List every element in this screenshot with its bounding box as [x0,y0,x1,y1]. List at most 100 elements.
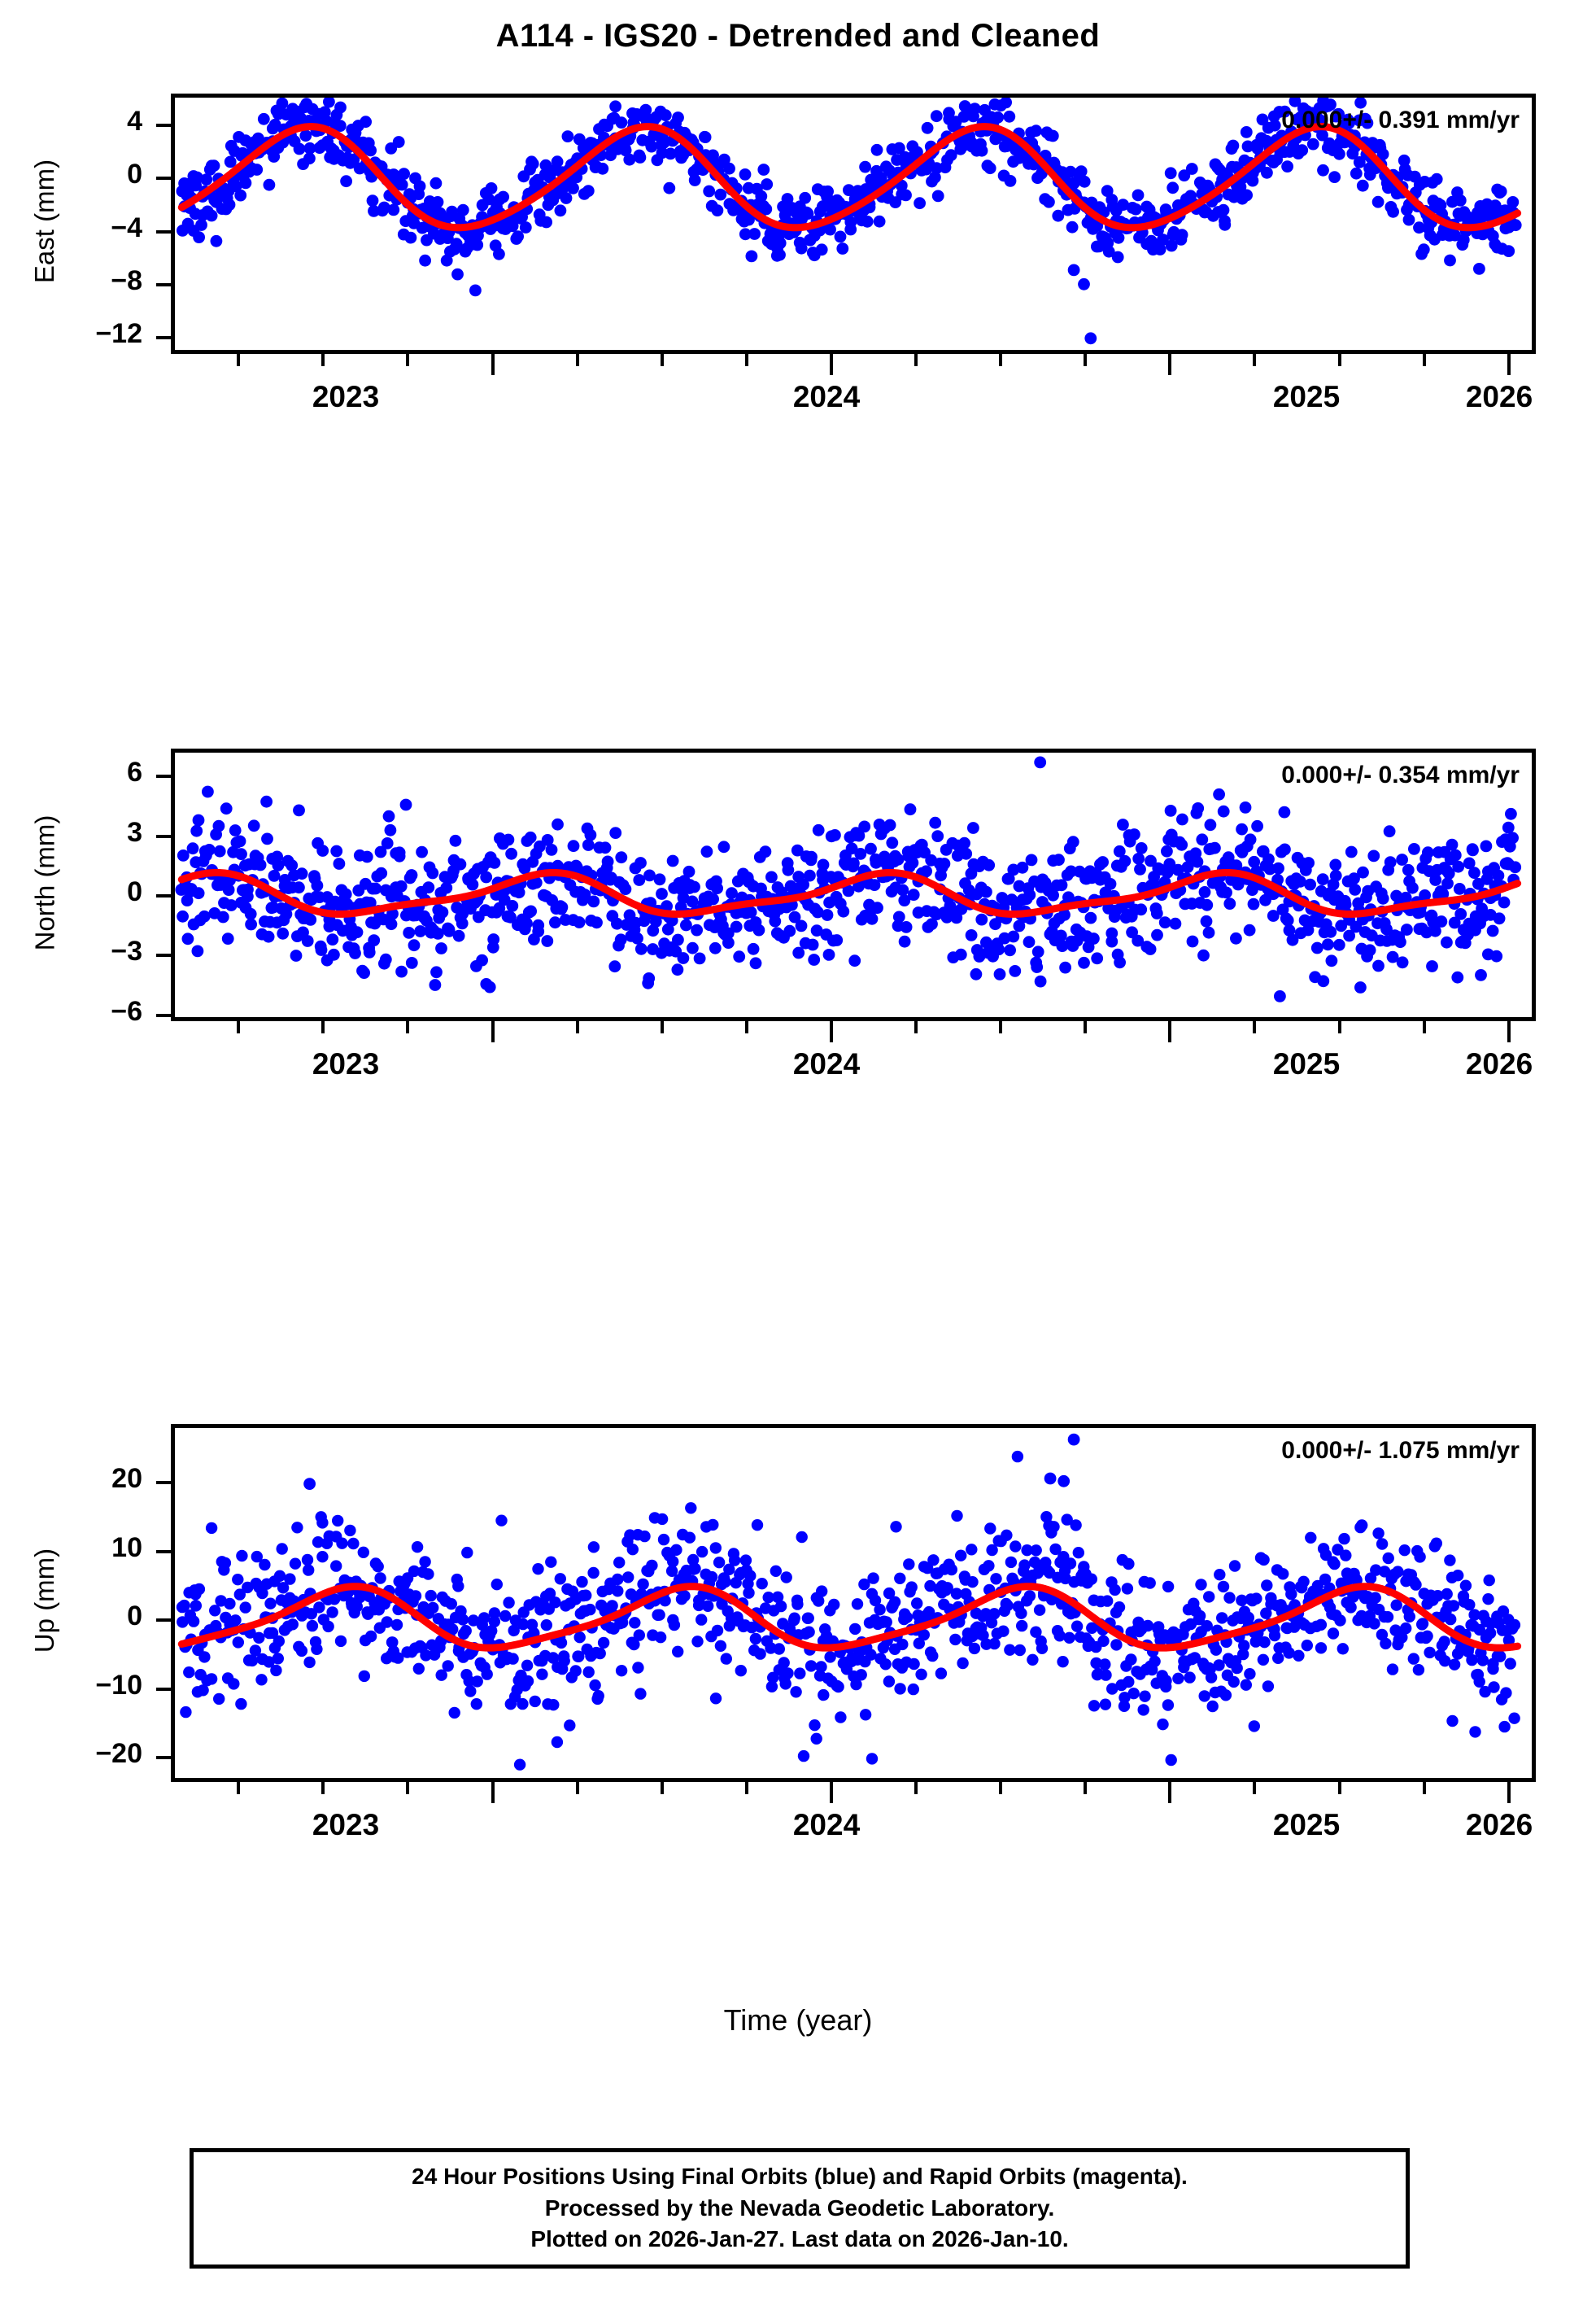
x-minor-tick [237,354,241,366]
y-tick-label-east: −4 [111,212,142,243]
x-minor-tick [1084,1782,1088,1794]
x-minor-tick [914,1021,918,1033]
y-axis-title-east: East (mm) [29,159,59,284]
y-tick-up [156,1549,171,1553]
y-tick-north [156,1013,171,1017]
page-title: A114 - IGS20 - Detrended and Cleaned [495,18,1101,54]
y-tick-label-up: 20 [111,1462,142,1494]
plot-area-east[interactable] [171,94,1536,354]
y-tick-label-east: 0 [127,159,142,190]
x-major-tick [1168,1782,1172,1803]
y-tick-label-north: 3 [127,816,142,848]
x-minor-tick [914,1782,918,1794]
x-tick-label-2026: 2026 [1465,1808,1533,1841]
x-minor-tick [914,354,918,366]
x-minor-tick [999,1021,1003,1033]
x-minor-tick [1337,1782,1341,1794]
y-tick-north [156,954,171,958]
x-minor-tick [575,354,579,366]
x-minor-tick [999,1782,1003,1794]
x-major-tick [829,354,833,375]
caption-line-2: Processed by the Nevada Geodetic Laborat… [544,2195,1055,2221]
y-tick-up [156,1480,171,1484]
y-tick-label-north: −6 [111,995,142,1027]
x-major-tick [829,1782,833,1803]
y-tick-up [156,1756,171,1760]
fit-curve-north [177,868,1522,918]
series-north [175,756,1522,1002]
x-axis-title: Time (year) [723,2003,873,2037]
rate-annotation-up: 0.000+/- 1.075 mm/yr [1281,1437,1520,1464]
x-minor-tick [1422,1021,1426,1033]
x-tick-label-2025: 2025 [1272,1808,1341,1841]
x-minor-tick [1422,354,1426,366]
y-tick-east [156,177,171,181]
x-major-tick [1507,1782,1511,1803]
fit-curve-east [177,123,1522,232]
x-minor-tick [237,1782,241,1794]
y-tick-label-north: 0 [127,876,142,907]
x-minor-tick [406,1021,410,1033]
y-tick-label-east: −8 [111,265,142,297]
x-minor-tick [321,1782,325,1794]
x-minor-tick [1422,1782,1426,1794]
rate-annotation-north: 0.000+/- 0.354 mm/yr [1281,762,1520,788]
caption-box: 24 Hour Positions Using Final Orbits (bl… [190,2148,1410,2269]
x-minor-tick [575,1021,579,1033]
plot-area-up[interactable] [171,1424,1536,1782]
y-tick-up [156,1687,171,1691]
y-tick-label-east: 4 [127,106,142,138]
y-tick-label-up: 10 [111,1531,142,1563]
fit-curve-up [177,1583,1522,1652]
x-minor-tick [237,1021,241,1033]
panel-north: 6 3 0 −3 −6 2023 2024 2025 2026 North (mm) 0.000+/… [0,0,1596,1081]
x-minor-tick [1253,1782,1257,1794]
y-tick-east [156,229,171,234]
series-up [176,1433,1522,1771]
y-tick-east [156,124,171,128]
y-axis-title-up: Up (mm) [29,1548,59,1653]
x-tick-label-2023: 2023 [312,1808,380,1841]
x-major-tick [491,1021,495,1042]
x-minor-tick [1253,354,1257,366]
y-tick-north [156,834,171,838]
x-minor-tick [406,1782,410,1794]
x-major-tick [491,1782,495,1803]
caption-line-3: Plotted on 2026-Jan-27. Last data on 202… [530,2226,1069,2252]
x-minor-tick [660,354,664,366]
data-points-north [175,756,1522,1002]
caption-line-1: 24 Hour Positions Using Final Orbits (bl… [412,2164,1188,2190]
x-tick-label-2026: 2026 [1465,1047,1533,1081]
x-minor-tick [660,1782,664,1794]
x-minor-tick [660,1021,664,1033]
x-tick-label-2024: 2024 [792,380,861,413]
y-tick-up [156,1618,171,1622]
y-tick-north [156,775,171,779]
x-tick-label-2025: 2025 [1272,1047,1341,1081]
x-tick-label-2023: 2023 [312,1047,380,1081]
x-major-tick [1168,1021,1172,1042]
y-tick-label-north: −3 [111,936,142,967]
x-minor-tick [1337,1021,1341,1033]
x-minor-tick [1084,354,1088,366]
x-minor-tick [744,1782,748,1794]
x-minor-tick [321,1021,325,1033]
plot-area-north[interactable] [171,749,1536,1021]
data-points-east [176,98,1522,345]
y-tick-label-up: 0 [127,1601,142,1632]
x-minor-tick [744,1021,748,1033]
x-minor-tick [999,354,1003,366]
x-minor-tick [575,1782,579,1794]
y-tick-east [156,336,171,340]
y-tick-label-up: −20 [95,1738,142,1770]
x-minor-tick [406,354,410,366]
x-minor-tick [1337,354,1341,366]
x-major-tick [829,1021,833,1042]
x-major-tick [1507,354,1511,375]
x-minor-tick [321,354,325,366]
y-axis-title-north: North (mm) [29,815,59,950]
y-tick-north [156,893,171,898]
y-tick-label-up: −10 [95,1669,142,1701]
x-tick-label-2024: 2024 [792,1808,861,1841]
x-minor-tick [1084,1021,1088,1033]
